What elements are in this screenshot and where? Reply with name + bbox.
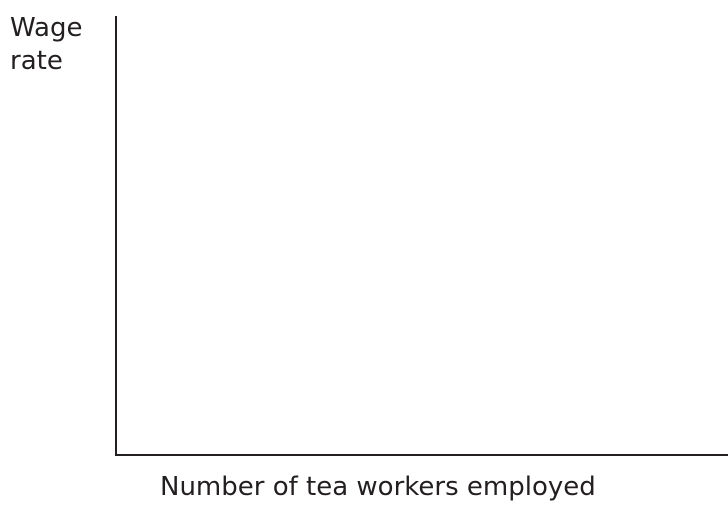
y-axis-label-line-1: Wage (10, 13, 83, 43)
y-axis-label: Wage rate (10, 12, 120, 78)
x-axis-label: Number of tea workers employed (160, 472, 596, 502)
y-axis-label-line-2: rate (10, 46, 63, 76)
